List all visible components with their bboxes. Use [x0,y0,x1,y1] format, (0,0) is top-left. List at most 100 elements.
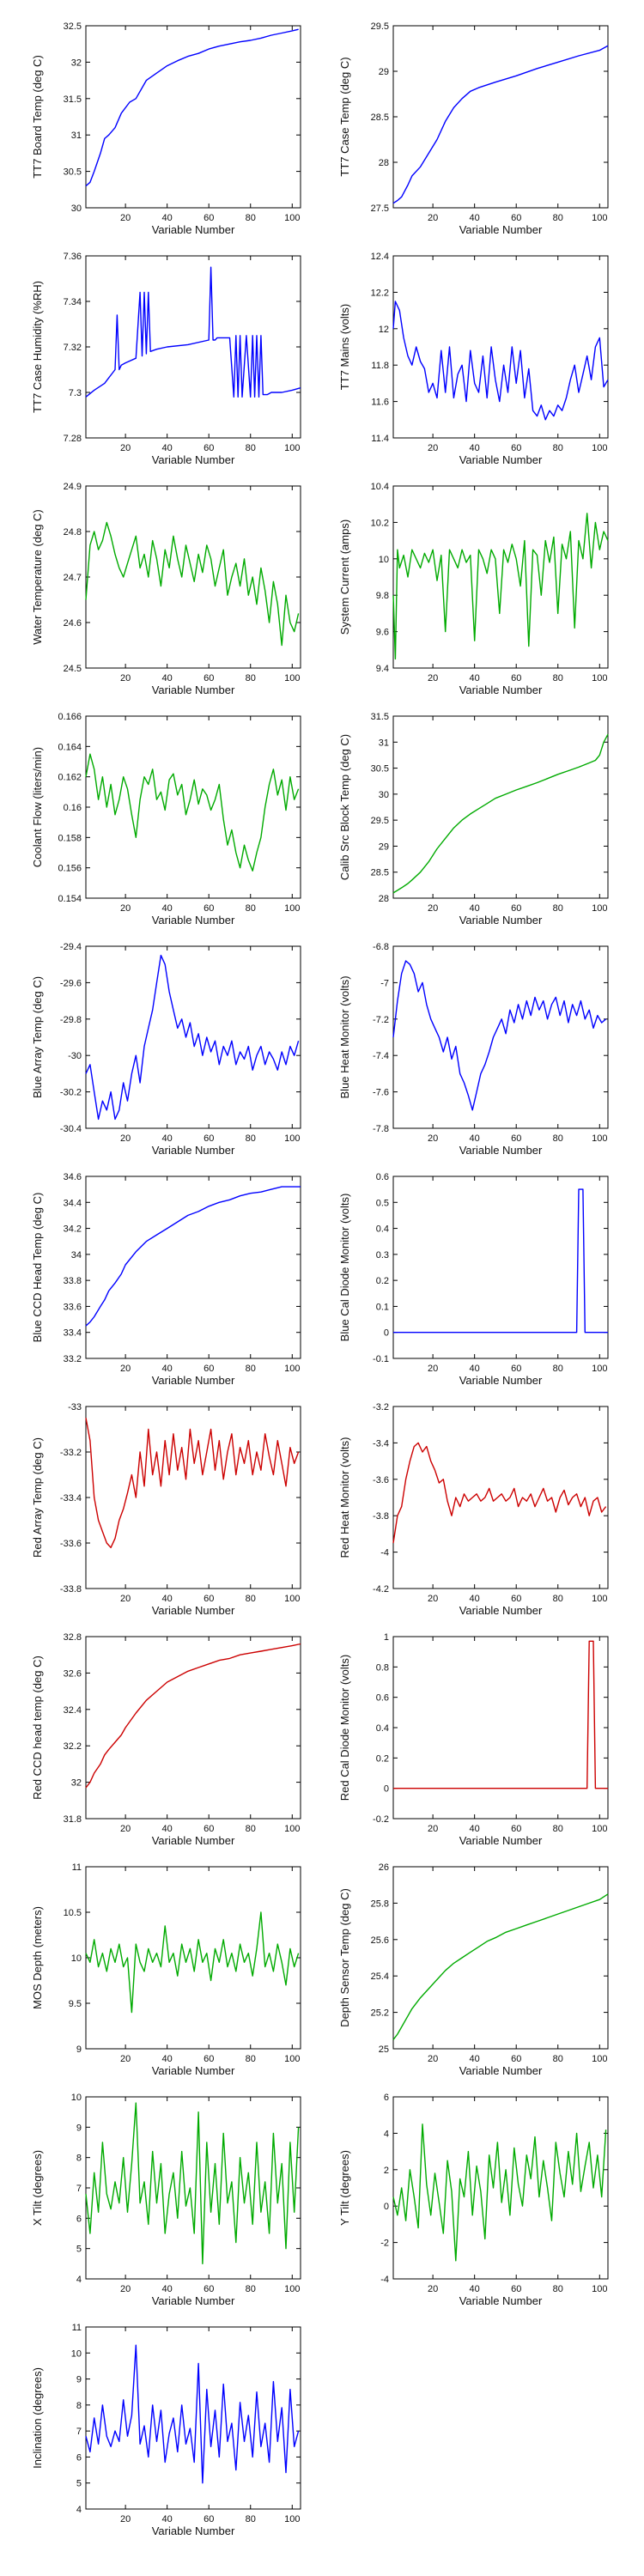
x-tick-label: 100 [284,1594,300,1604]
x-tick-label: 100 [592,673,607,683]
y-axis-label: Water Temperature (deg C) [31,509,44,645]
y-tick-label: 34.6 [64,1172,82,1182]
y-axis-label: Blue Heat Monitor (volts) [338,975,351,1098]
y-tick-label: 0 [384,1328,389,1339]
y-axis-label: Blue Cal Diode Monitor (volts) [338,1194,351,1342]
x-tick-label: 60 [204,213,214,223]
y-tick-label: 32 [71,58,82,68]
y-tick-label: 8 [76,2154,82,2164]
chart-panel: -30.4 -30.2 -30 -29.8 -29.6 -29.4 20 40 60 80 100 V… [31,942,301,1157]
y-tick-label: 0.158 [58,833,82,843]
x-tick-label: 80 [553,443,563,453]
series-line [85,1418,300,1549]
y-tick-label: -29.8 [60,1015,82,1025]
x-tick-label: 100 [592,1594,607,1604]
y-tick-label: 0.164 [58,742,82,752]
x-tick-label: 60 [204,443,214,453]
x-tick-label: 40 [470,1133,480,1144]
x-tick-label: 80 [553,903,563,914]
chart-panel: 31.8 32 32.2 32.4 32.6 32.8 20 40 60 80 100 Variabl… [31,1632,301,1847]
y-tick-label: 24.8 [64,527,82,538]
plot-frame [392,25,609,209]
y-tick-label: 11 [72,2323,82,2333]
y-axis-label: Depth Sensor Temp (deg C) [338,1888,351,2027]
chart-panel: -4.2 -4 -3.8 -3.6 -3.4 -3.2 20 40 60 80 100 Variabl… [338,1402,609,1617]
y-tick-label: 32 [71,1778,82,1789]
x-tick-label: 100 [592,903,607,914]
plot-frame [392,485,609,669]
x-axis-label: Variable Number [152,223,235,236]
x-tick-label: 80 [553,1824,563,1834]
y-tick-label: 24.9 [64,482,82,492]
x-tick-label: 80 [553,673,563,683]
series-line [393,1188,608,1334]
y-tick-label: 31 [71,131,82,141]
x-axis-label: Variable Number [459,2064,543,2077]
x-axis-label: Variable Number [459,1604,543,1617]
y-tick-label: 7.32 [64,343,82,353]
y-tick-label: 24.5 [64,664,82,674]
y-tick-label: 28.5 [371,112,389,123]
series-line [85,521,300,647]
series-line [393,1640,608,1789]
y-tick-label: -29.6 [60,978,82,988]
y-tick-label: 0.3 [376,1250,389,1261]
x-tick-label: 60 [511,213,521,223]
x-tick-label: 40 [470,1824,480,1834]
chart-panel: 24.5 24.6 24.7 24.8 24.9 20 40 60 80 100 Variable … [31,482,301,696]
y-tick-label: 33.2 [64,1354,82,1364]
x-tick-label: 100 [592,1364,607,1374]
x-tick-label: 20 [120,2514,131,2524]
y-axis-label: Blue CCD Head Temp (deg C) [31,1193,44,1343]
x-tick-label: 40 [162,1594,173,1604]
x-tick-label: 40 [162,2054,173,2064]
x-tick-label: 40 [162,1364,173,1374]
y-tick-label: -4 [380,1548,389,1558]
y-tick-label: 0.1 [376,1302,389,1312]
plot-frame [85,2096,301,2280]
plot-frame [85,25,301,209]
y-tick-label: -33.8 [60,1584,82,1595]
y-axis-label: TT7 Board Temp (deg C) [31,55,44,179]
chart-panel: -4 -2 0 2 4 6 20 40 60 80 100 Variable Number Y Tilt… [338,2093,609,2307]
chart-panel: 27.5 28 28.5 29 29.5 20 40 60 80 100 Variable Numb… [338,21,609,236]
y-tick-label: -4 [380,2275,389,2285]
x-axis-label: Variable Number [152,1834,235,1847]
x-tick-label: 60 [511,1364,521,1374]
y-tick-label: 9.8 [376,591,389,601]
x-axis-label: Variable Number [459,683,543,696]
y-tick-label: 0.156 [58,864,82,874]
plot-frame [392,1406,609,1589]
series-line [392,733,609,894]
y-tick-label: 31 [379,738,389,748]
y-tick-label: 4 [76,2275,82,2285]
series-line [85,1911,300,2014]
y-tick-label: 8 [76,2401,82,2411]
y-axis-label: Red Heat Monitor (volts) [338,1437,351,1558]
x-tick-label: 40 [162,1133,173,1144]
y-tick-label: 34.2 [64,1224,82,1235]
y-tick-label: 29.5 [371,21,389,32]
plot-frame [85,255,301,439]
series-line [392,960,607,1111]
plot-frame [85,1636,301,1820]
x-tick-label: 60 [204,673,214,683]
x-axis-label: Variable Number [152,914,235,927]
x-tick-label: 100 [592,1824,607,1834]
x-tick-label: 20 [120,903,131,914]
x-tick-label: 100 [592,2284,607,2294]
x-tick-label: 20 [428,213,438,223]
y-tick-label: 25.6 [371,1935,389,1946]
y-tick-label: -29.4 [60,942,82,952]
x-tick-label: 100 [284,1364,300,1374]
x-tick-label: 40 [470,1594,480,1604]
x-tick-label: 60 [511,673,521,683]
y-axis-label: TT7 Mains (volts) [338,304,351,390]
y-tick-label: -7 [380,978,389,988]
y-tick-label: 34 [71,1250,82,1261]
x-tick-label: 40 [470,2054,480,2064]
x-tick-label: 20 [120,443,131,453]
x-tick-label: 100 [592,1133,607,1144]
y-tick-label: 24.7 [64,573,82,583]
